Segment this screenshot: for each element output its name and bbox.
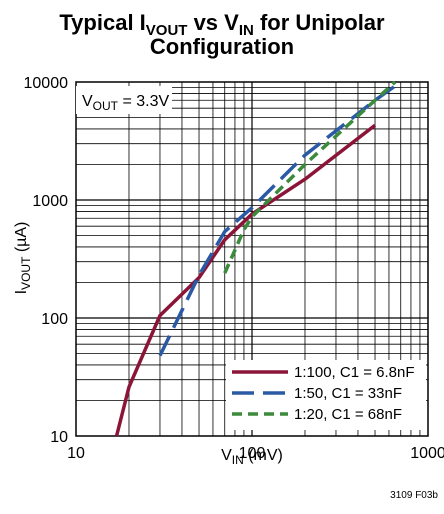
plot-frame — [75, 81, 429, 437]
x-axis-label: VIN (mV) — [221, 447, 283, 467]
grid — [76, 82, 428, 436]
vout-annotation: VOUT = 3.3V — [76, 86, 172, 114]
figure-number: 3109 F03b — [390, 490, 438, 501]
legend-label: 1:100, C1 = 6.8nF — [294, 364, 415, 381]
legend-label: 1:20, C1 = 68nF — [294, 406, 402, 423]
series-line — [114, 123, 377, 437]
y-tick-label: 1000 — [32, 193, 68, 210]
x-tick-label: 1000 — [410, 445, 444, 462]
y-tick-label: 10 — [50, 429, 68, 446]
tick-labels: 10 100 1000 10 100 1000 10000 — [24, 75, 444, 462]
chart-title-line1: Typical IVOUT vs VIN for Unipolar — [59, 10, 385, 39]
vout-annotation-text: VOUT = 3.3V — [82, 93, 169, 113]
series-lines — [114, 80, 402, 437]
x-tick-label: 100 — [239, 445, 266, 462]
y-tick-label: 100 — [41, 311, 68, 328]
chart-title-line2: Configuration — [150, 34, 294, 59]
legend: 1:100, C1 = 6.8nF 1:50, C1 = 33nF 1:20, C1… — [226, 360, 426, 430]
series-line — [223, 80, 397, 274]
legend-label: 1:50, C1 = 33nF — [294, 385, 402, 402]
y-axis-label: IVOUT (µA) — [13, 222, 33, 295]
x-tick-label: 10 — [67, 445, 85, 462]
y-tick-label: 10000 — [24, 75, 69, 92]
series-line — [158, 80, 402, 357]
